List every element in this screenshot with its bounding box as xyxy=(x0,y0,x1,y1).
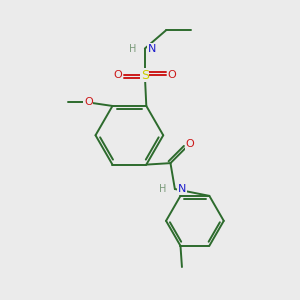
Text: N: N xyxy=(178,184,186,194)
Text: O: O xyxy=(168,70,176,80)
Text: N: N xyxy=(148,44,156,53)
Text: H: H xyxy=(129,44,137,53)
Text: H: H xyxy=(159,184,167,194)
Text: O: O xyxy=(84,98,93,107)
Text: O: O xyxy=(186,139,195,149)
Text: O: O xyxy=(113,70,122,80)
Text: S: S xyxy=(141,68,149,82)
